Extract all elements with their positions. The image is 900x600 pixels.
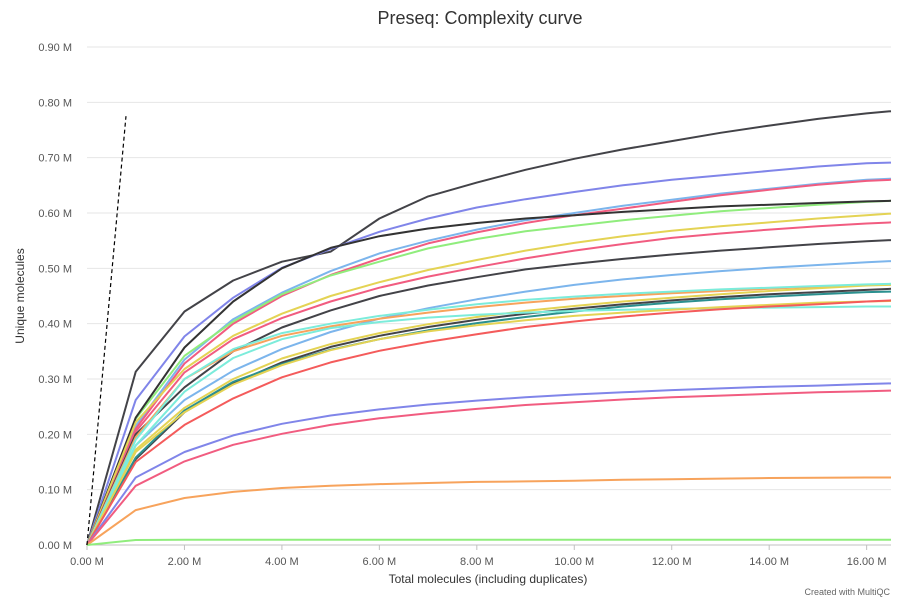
series-line: [86, 476, 891, 546]
series-line: [86, 299, 892, 546]
x-tick-label: 8.00 M: [460, 556, 494, 568]
x-tick-label: 12.00 M: [652, 556, 692, 568]
y-tick-label: 0.80 M: [38, 97, 72, 109]
series-line: [86, 382, 892, 546]
series-line: [86, 305, 891, 546]
x-tick-label: 2.00 M: [168, 556, 202, 568]
x-tick-label: 4.00 M: [265, 556, 299, 568]
series-line: [86, 110, 892, 546]
y-tick-label: 0.50 M: [38, 263, 72, 275]
series-line: [86, 260, 892, 546]
y-tick-label: 0.60 M: [38, 208, 72, 220]
y-axis-ticks: 0.00 M 0.10 M 0.20 M 0.30 M 0.40 M 0.50 M 0.60…: [38, 42, 72, 552]
credit-text: Created with MultiQC: [804, 587, 890, 597]
y-tick-label: 0.40 M: [38, 319, 72, 331]
y-tick-label: 0.10 M: [38, 485, 72, 497]
series-line: [86, 178, 892, 546]
y-tick-label: 0.70 M: [38, 153, 72, 165]
x-tick-label: 6.00 M: [363, 556, 397, 568]
reference-line: [86, 116, 127, 546]
series-layer: [86, 110, 892, 546]
x-tick-label: 10.00 M: [554, 556, 594, 568]
series-line: [86, 538, 891, 546]
x-tick-label: 0.00 M: [70, 556, 104, 568]
series-line: [86, 282, 892, 546]
series-line: [86, 389, 892, 546]
series-line: [86, 199, 892, 546]
series-line: [86, 177, 892, 546]
y-tick-label: 0.20 M: [38, 429, 72, 441]
series-line: [86, 212, 892, 546]
x-tick-label: 14.00 M: [749, 556, 789, 568]
x-axis-ticks: 0.00 M 2.00 M 4.00 M 6.00 M 8.00 M 10.00 M 12.…: [70, 545, 887, 568]
y-tick-label: 0.00 M: [38, 540, 72, 552]
x-axis-label: Total molecules (including duplicates): [389, 572, 588, 586]
series-line: [86, 199, 892, 546]
series-line: [86, 239, 892, 546]
series-line: [86, 287, 892, 546]
y-tick-label: 0.30 M: [38, 374, 72, 386]
y-tick-label: 0.90 M: [38, 42, 72, 54]
series-line: [86, 300, 892, 546]
chart-title: Preseq: Complexity curve: [377, 8, 582, 28]
y-axis-label: Unique molecules: [13, 248, 27, 343]
series-line: [86, 283, 892, 546]
x-tick-label: 16.00 M: [847, 556, 887, 568]
series-line: [86, 161, 892, 546]
series-line: [86, 221, 892, 546]
series-line: [86, 290, 892, 546]
